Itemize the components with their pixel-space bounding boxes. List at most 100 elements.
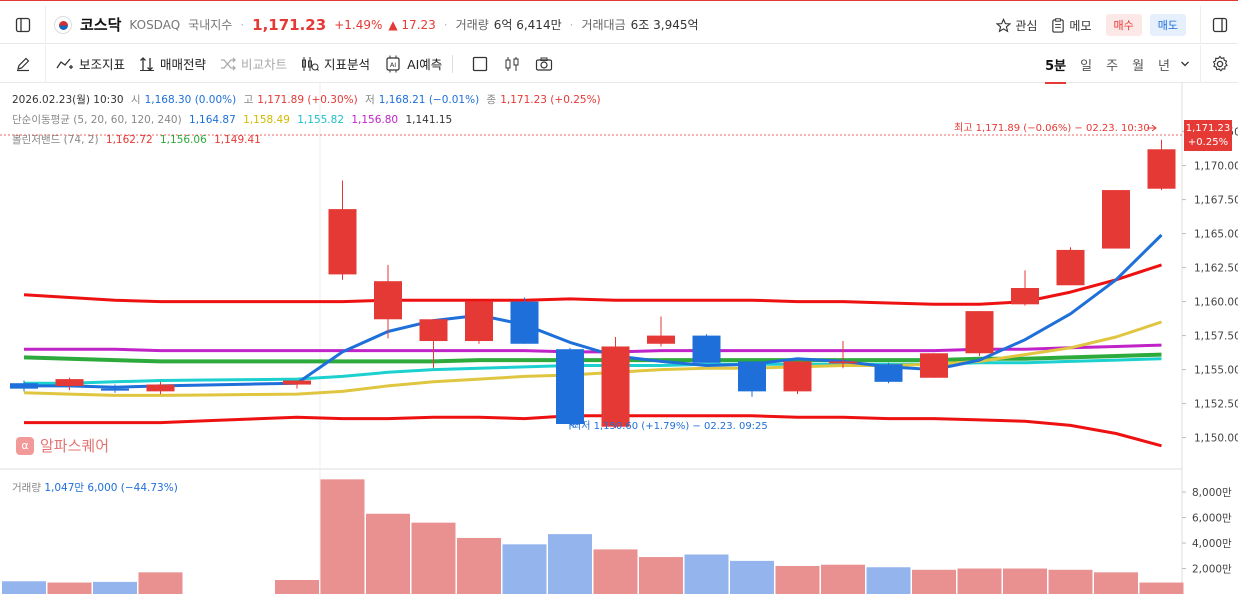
ai-chip-icon: AI <box>386 55 400 72</box>
period-5min[interactable]: 5분 <box>1045 45 1067 84</box>
screenshot-button[interactable] <box>533 53 555 75</box>
chevron-down-icon[interactable] <box>1180 59 1190 69</box>
compare-label: 비교차트 <box>241 57 288 72</box>
period-year[interactable]: 년 <box>1158 58 1170 74</box>
volume-legend: 거래량 1,047만 6,000 (−44.73%) <box>12 480 178 495</box>
volume-bar <box>502 544 547 594</box>
candle-body <box>1056 249 1085 286</box>
ma20-value: 1,158.49 <box>243 114 290 126</box>
candle-body <box>55 379 84 386</box>
star-icon <box>996 17 1012 32</box>
compare-button[interactable]: 비교차트 <box>220 54 287 73</box>
bb-label: 볼린저밴드 (74, 2) <box>12 134 99 146</box>
amount-label: 거래대금 <box>581 18 626 32</box>
change-percent: +1.49% <box>334 17 383 32</box>
sidebar-toggle[interactable] <box>0 5 46 44</box>
high-arrow <box>1147 124 1157 132</box>
y-tick-label: 1,150.00 <box>1194 433 1238 445</box>
period-month[interactable]: 월 <box>1132 58 1145 74</box>
y-tick-label: 1,160.00 <box>1194 297 1238 309</box>
volume-bar <box>912 569 956 594</box>
drawing-tool-button[interactable] <box>0 44 46 83</box>
candle-body <box>10 383 38 389</box>
volume-bar <box>47 582 92 594</box>
volume-bar <box>457 537 501 594</box>
candle-body <box>556 349 584 424</box>
y-tick-label: 1,157.50 <box>1194 331 1238 343</box>
volume-bar <box>821 564 865 594</box>
buy-button[interactable]: 매수 <box>1105 14 1142 36</box>
period-week[interactable]: 주 <box>1106 58 1119 74</box>
ma120-value: 1,156.80 <box>351 114 399 126</box>
volume-bar <box>866 567 911 594</box>
chart-type-button[interactable] <box>501 53 523 75</box>
volume-legend-label: 거래량 <box>12 482 41 494</box>
sidebar-panel-icon <box>15 17 30 32</box>
ma240-value: 1,141.15 <box>405 114 453 126</box>
close-label: 종 <box>486 94 497 106</box>
square-icon <box>473 56 488 71</box>
ai-predict-button[interactable]: AI AI예측 <box>384 54 442 73</box>
period-day[interactable]: 일 <box>1080 58 1093 74</box>
change-value: ▲ 17.23 <box>388 17 436 32</box>
strategy-button[interactable]: 매매전략 <box>139 54 206 73</box>
right-panel-toggle[interactable] <box>1200 6 1238 44</box>
ai-predict-label: AI예측 <box>407 57 443 72</box>
bb-legend: 볼린저밴드 (74, 2) 1,162.72 1,156.06 1,149.41 <box>12 132 265 147</box>
high-label: 고 <box>243 94 254 106</box>
volume-bar <box>138 572 183 594</box>
period-selector: 5분 일 주 월 년 <box>1031 45 1190 84</box>
volume-bar <box>1139 582 1184 594</box>
volume-bar <box>593 549 638 594</box>
volume-value: 6억 6,414만 <box>493 18 562 32</box>
volume-bar <box>548 534 592 594</box>
watermark: α 알파스퀘어 <box>16 435 109 456</box>
memo-button[interactable]: 메모 <box>1051 17 1092 34</box>
analysis-button[interactable]: 지표분석 <box>301 54 370 73</box>
candle-body <box>1011 288 1039 305</box>
candle-body <box>1102 190 1130 249</box>
candle-body <box>783 361 812 392</box>
open-label: 시 <box>130 94 141 106</box>
sell-button[interactable]: 매도 <box>1149 14 1186 36</box>
memo-label: 메모 <box>1069 18 1092 33</box>
candle-body <box>965 311 994 354</box>
separator-dot: · <box>569 17 574 32</box>
strategy-label: 매매전략 <box>160 57 207 72</box>
volume-bar <box>957 568 1002 594</box>
ma60-value: 1,155.82 <box>297 114 345 126</box>
analysis-label: 지표분석 <box>324 57 371 72</box>
ma5-value: 1,164.87 <box>189 114 236 126</box>
watch-button[interactable]: 관심 <box>996 17 1037 34</box>
volume-label: 거래량 <box>455 18 489 32</box>
volume-bar <box>1003 568 1047 594</box>
candle-body <box>920 353 948 378</box>
y-tick-label: 1,167.50 <box>1194 195 1238 207</box>
separator-dot: · <box>443 17 448 32</box>
indicator-button[interactable]: 보조지표 <box>56 54 125 73</box>
volume-bar <box>366 513 410 594</box>
candlestick-icon <box>505 56 519 71</box>
chart-area[interactable]: 1,172.501,170.001,167.501,165.001,162.50… <box>0 83 1238 594</box>
volume-bar <box>275 579 319 594</box>
ma-legend: 단순이동평균 (5, 20, 60, 120, 240) 1,164.87 1,… <box>12 112 456 127</box>
memo-icon <box>1052 17 1065 33</box>
box-tool-button[interactable] <box>469 53 491 75</box>
price-chart[interactable]: 1,172.501,170.001,167.501,165.001,162.50… <box>0 83 1238 594</box>
candle-body <box>738 361 766 392</box>
volume-bar <box>730 560 774 594</box>
chart-toolbar: 보조지표 매매전략 비교차트 지표분석 AI AI예측 5분 일 주 월 년 <box>0 44 1238 84</box>
stock-header: 코스닥 KOSDAQ 국내지수 · 1,171.23 +1.49% ▲ 17.2… <box>0 5 1238 44</box>
candle-body <box>465 301 493 342</box>
analysis-icon <box>302 56 319 71</box>
volume-bar <box>1048 569 1093 594</box>
settings-button[interactable] <box>1200 45 1238 83</box>
candle-body <box>101 388 129 391</box>
volume-bar <box>2 581 46 594</box>
korea-flag-icon <box>54 15 72 34</box>
price-tag-value: 1,171.23 <box>1185 123 1231 134</box>
bb-upper-value: 1,162.72 <box>105 134 153 146</box>
watch-label: 관심 <box>1015 18 1038 33</box>
vol-tick-label: 6,000만 <box>1192 513 1232 525</box>
index-kind: 국내지수 <box>188 18 233 32</box>
